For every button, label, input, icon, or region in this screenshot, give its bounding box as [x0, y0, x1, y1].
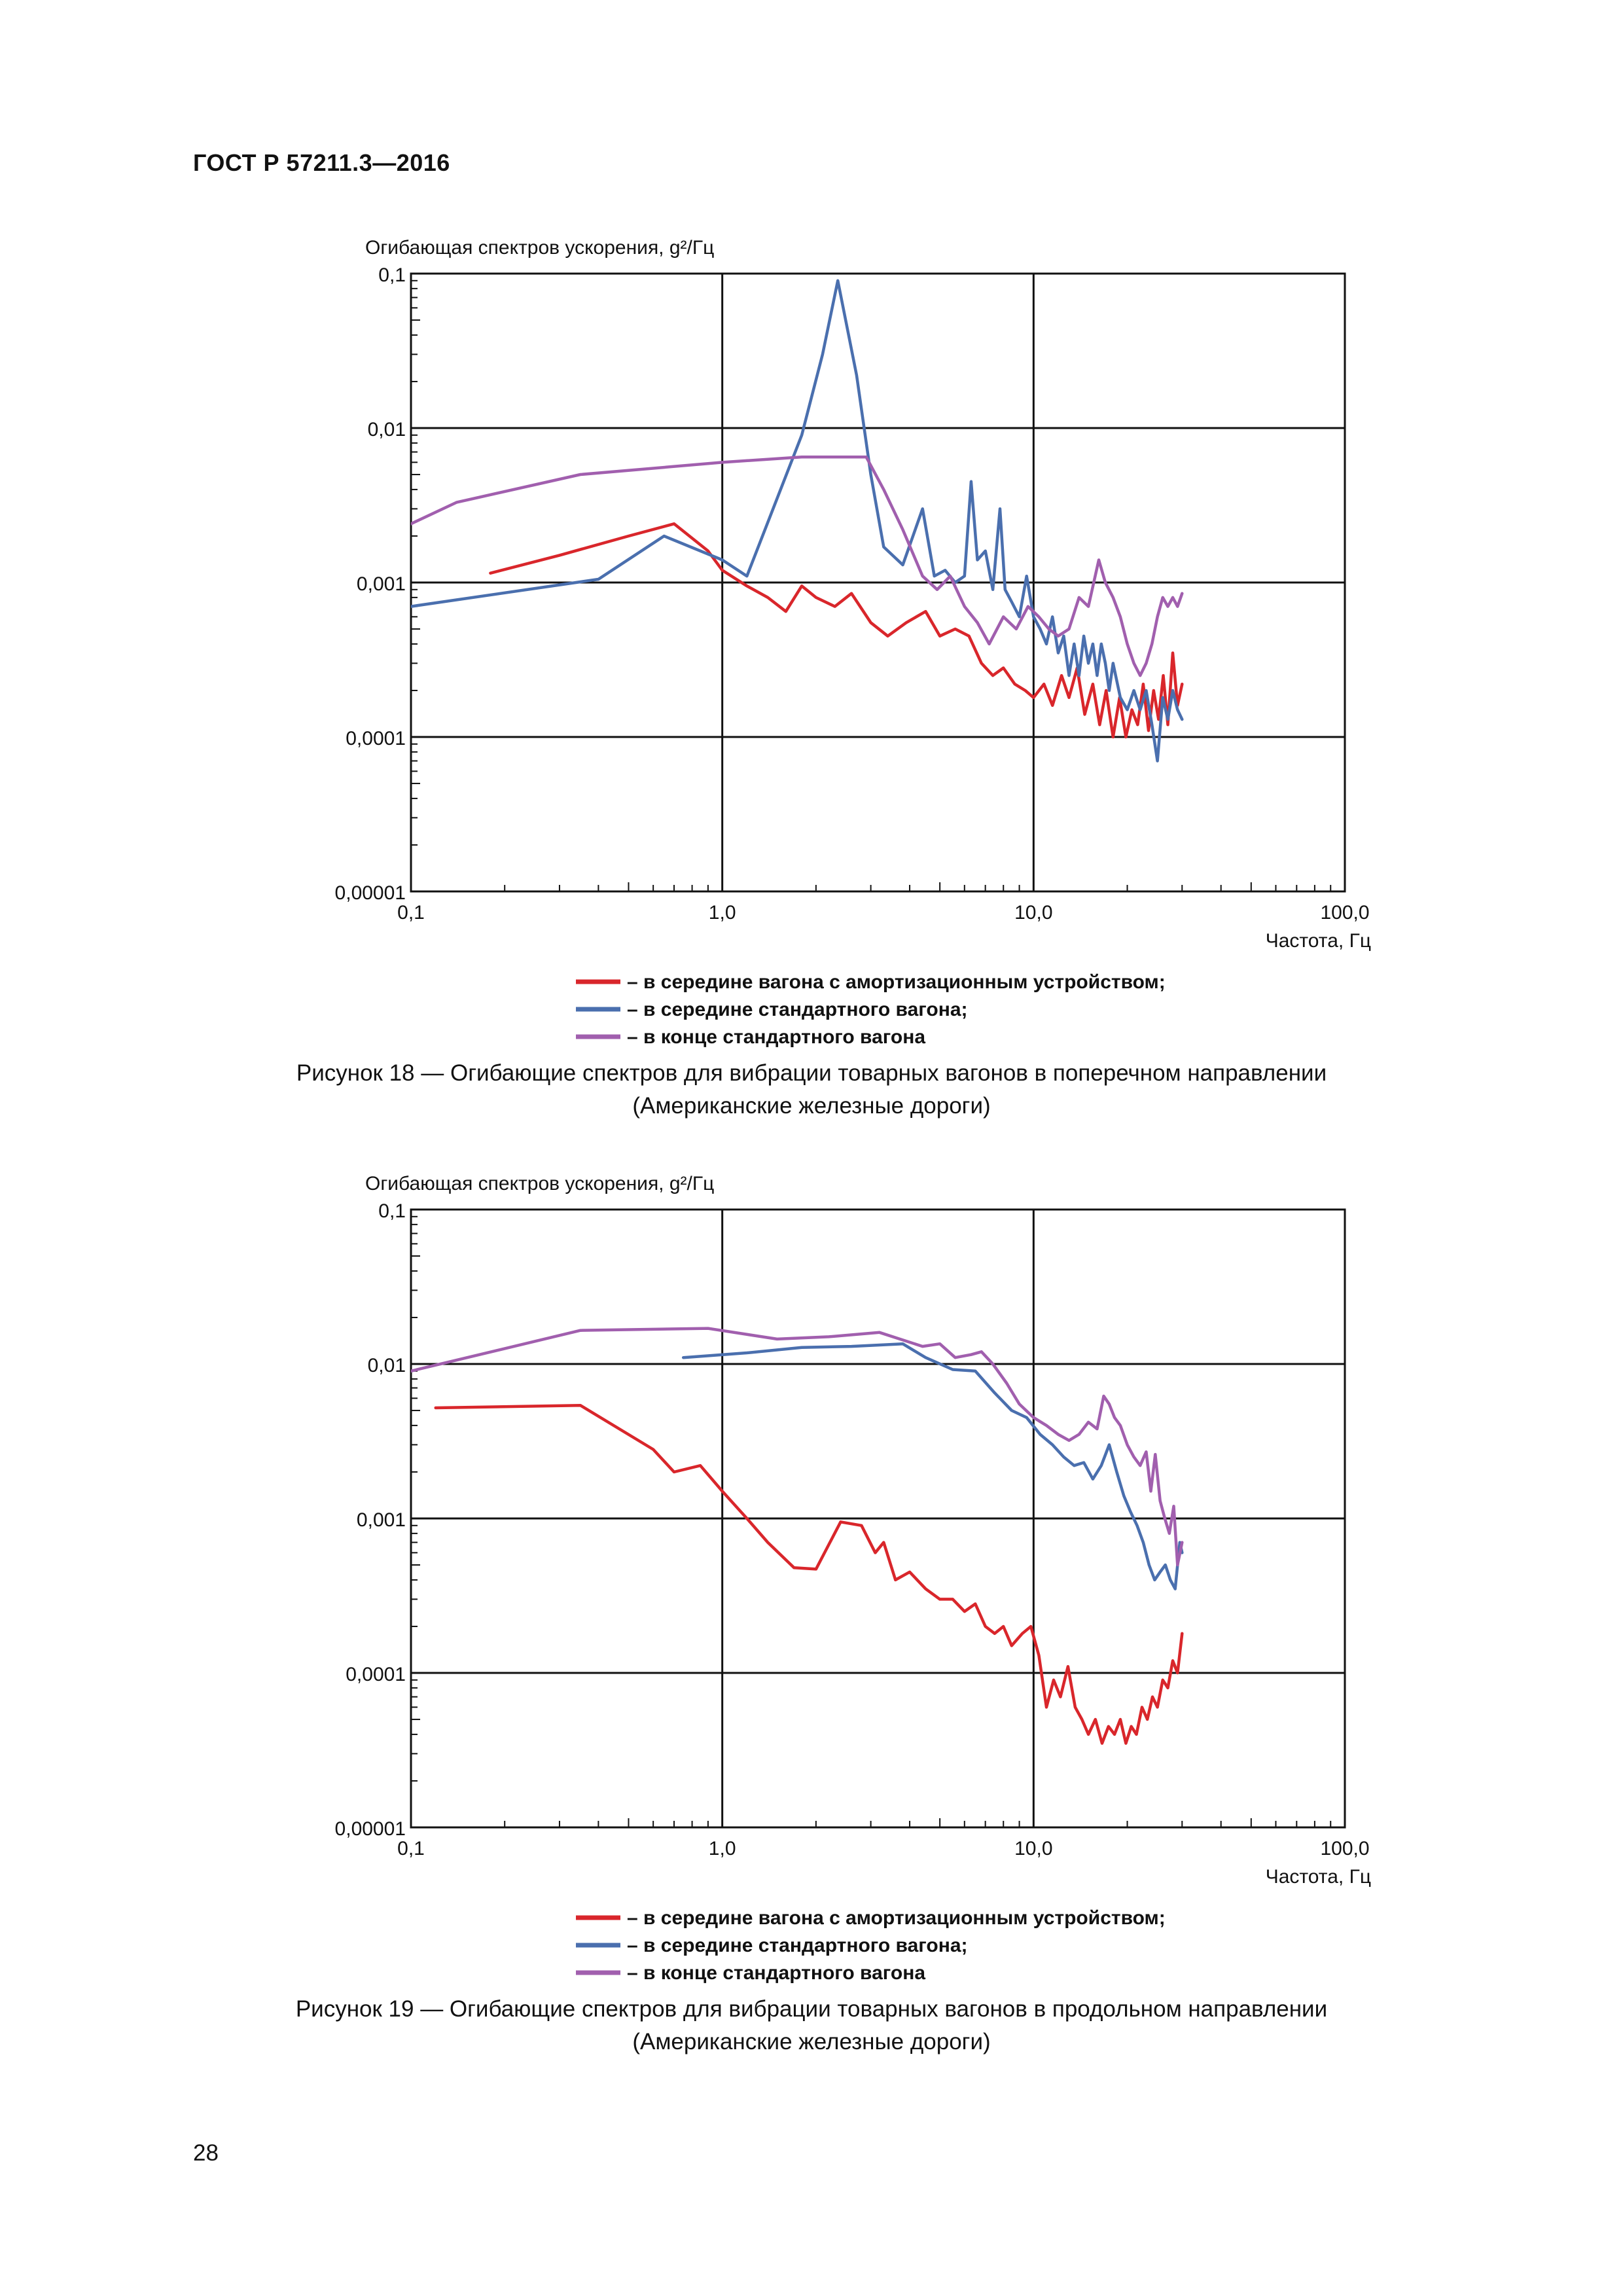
legend-label-series-red: – в середине вагона с амортизационным ус… — [627, 1907, 1166, 1929]
y-tick-label: 0,1 — [378, 1200, 406, 1222]
series-group — [411, 1327, 1184, 1745]
x-tick-label: 0,1 — [397, 902, 425, 924]
legend-label-series-purple: – в конце стандартного вагона — [627, 1026, 925, 1048]
legend-label-series-blue: – в середине стандартного вагона; — [627, 999, 968, 1020]
figure-19-caption: Рисунок 19 — Огибающие спектров для вибр… — [223, 1993, 1400, 2058]
x-tick-label: 10,0 — [1014, 902, 1052, 924]
y-axis-label: Огибающая спектров ускорения, g²/Гц — [365, 237, 714, 259]
legend-label-series-red: – в середине вагона с амортизационным ус… — [627, 971, 1166, 993]
series-red-line — [489, 522, 1184, 739]
x-tick-label: 100,0 — [1320, 1838, 1369, 1859]
figure-19: 0,00001 0,0001 0,001 0,01 0,1 0,1 1,0 10,0 100,0… — [0, 1158, 1623, 2062]
series-red-line — [434, 1403, 1184, 1745]
series-blue-line — [411, 279, 1184, 762]
x-tick-label: 10,0 — [1014, 1838, 1052, 1859]
y-tick-label: 0,00001 — [335, 1818, 406, 1840]
figure-18-caption: Рисунок 18 — Огибающие спектров для вибр… — [223, 1057, 1400, 1122]
series-purple-line — [411, 455, 1184, 677]
page-number: 28 — [193, 2140, 219, 2166]
y-tick-label: 0,0001 — [346, 1664, 406, 1685]
x-axis-label: Частота, Гц — [1266, 1866, 1371, 1888]
x-tick-label: 100,0 — [1320, 902, 1369, 924]
document-header: ГОСТ Р 57211.3—2016 — [193, 149, 450, 176]
y-tick-label: 0,01 — [368, 1355, 406, 1376]
legend-label-series-purple: – в конце стандартного вагона — [627, 1962, 925, 1984]
series-group — [411, 279, 1184, 762]
figure-18-caption-line1: Рисунок 18 — Огибающие спектров для вибр… — [296, 1060, 1327, 1086]
y-tick-label: 0,001 — [357, 573, 406, 595]
chart-18: 0,00001 0,0001 0,001 0,01 0,1 0,1 1,0 10,0 100,0… — [335, 237, 1371, 1048]
y-tick-label: 0,001 — [357, 1509, 406, 1531]
y-tick-label: 0,0001 — [346, 728, 406, 749]
y-tick-label: 0,1 — [378, 264, 406, 286]
x-tick-label: 1,0 — [709, 902, 736, 924]
figure-18: 0,00001 0,0001 0,001 0,01 0,1 0,1 1,0 10,0 100,0… — [0, 223, 1623, 1126]
legend-label-series-blue: – в середине стандартного вагона; — [627, 1935, 968, 1956]
chart-19: 0,00001 0,0001 0,001 0,01 0,1 0,1 1,0 10,0 100,0… — [335, 1173, 1371, 1984]
figure-18-caption-line2: (Американские железные дороги) — [632, 1093, 991, 1119]
y-tick-label: 0,00001 — [335, 882, 406, 904]
x-axis-label: Частота, Гц — [1266, 930, 1371, 952]
series-purple-line — [411, 1327, 1184, 1567]
figure-19-caption-line1: Рисунок 19 — Огибающие спектров для вибр… — [295, 1996, 1328, 2022]
x-tick-label: 1,0 — [709, 1838, 736, 1859]
series-blue-line — [681, 1342, 1184, 1590]
x-tick-label: 0,1 — [397, 1838, 425, 1859]
figure-19-caption-line2: (Американские железные дороги) — [632, 2029, 991, 2054]
y-axis-label: Огибающая спектров ускорения, g²/Гц — [365, 1173, 714, 1194]
y-tick-label: 0,01 — [368, 419, 406, 440]
